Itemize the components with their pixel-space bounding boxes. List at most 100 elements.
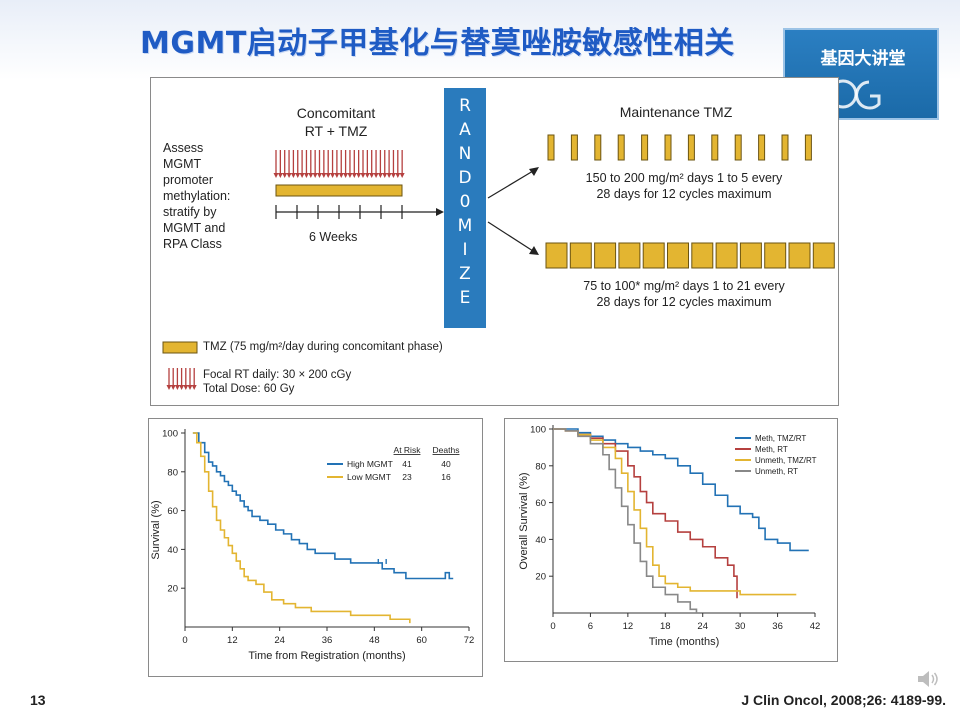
randomize-letter: N <box>458 144 472 164</box>
rt-arrow-head <box>399 173 405 178</box>
legend-rt-arrows-group <box>166 368 197 390</box>
weeks-label: 6 Weeks <box>309 230 358 244</box>
slide-number: 13 <box>30 692 46 708</box>
arm2-cycle-bar <box>569 242 592 269</box>
rt-arrow-head <box>170 385 176 390</box>
x-tick-label: 36 <box>322 635 333 646</box>
arm2-cycle-bar <box>739 242 762 269</box>
y-tick-label: 20 <box>167 584 178 595</box>
rt-arrow-head <box>183 385 189 390</box>
randomize-letter: R <box>459 96 471 116</box>
arrow-to-arm1 <box>487 170 534 199</box>
rt-arrow-head <box>308 173 314 178</box>
rt-arrow-head <box>273 173 279 178</box>
arrow-to-arm2 <box>487 221 534 252</box>
rt-arrow-head <box>390 173 396 178</box>
rt-arrow-head <box>282 173 288 178</box>
rt-arrow-head <box>356 173 362 178</box>
y-axis-label: Survival (%) <box>150 500 162 559</box>
logo-text: 基因大讲堂 <box>820 49 906 69</box>
y-tick-label: 40 <box>167 545 178 556</box>
rt-arrow-head <box>295 173 301 178</box>
legend-label: Unmeth, TMZ/RT <box>755 456 817 465</box>
assess-line: Assess <box>163 141 204 155</box>
randomize-letter: Z <box>459 264 471 284</box>
rt-arrow-head <box>373 173 379 178</box>
rt-arrow-head <box>360 173 366 178</box>
deaths-value: 40 <box>441 459 451 469</box>
assess-line: promoter <box>163 173 214 187</box>
arm1-description: 150 to 200 mg/m² days 1 to 5 every 28 da… <box>536 170 832 202</box>
rt-arrow-head <box>191 385 197 390</box>
legend-label: Meth, TMZ/RT <box>755 434 806 443</box>
assess-line: RPA Class <box>163 237 222 251</box>
x-tick-label: 18 <box>660 621 671 632</box>
y-tick-label: 100 <box>162 429 178 440</box>
table-header: At Risk <box>394 445 422 455</box>
series-line <box>192 432 411 624</box>
x-tick-label: 12 <box>227 635 238 646</box>
randomize-box: R A N D 0 M I Z E <box>444 88 486 328</box>
arm1-line1: 150 to 200 mg/m² days 1 to 5 every <box>585 171 783 185</box>
maintenance-title: Maintenance TMZ <box>619 104 733 120</box>
rt-arrow-head <box>364 173 370 178</box>
rt-arrow-head <box>395 173 401 178</box>
rt-arrow-head <box>187 385 193 390</box>
y-axis-label: Overall Survival (%) <box>518 472 530 569</box>
survival-chart-mgmt-svg: 20 40 60 80 100 0 12 24 36 48 60 72 Time from Regist… <box>150 429 474 663</box>
legend-label: High MGMT <box>347 459 393 469</box>
assess-line: MGMT and <box>163 221 226 235</box>
rt-arrows-group <box>273 150 405 178</box>
arm1-cycle-bar <box>641 134 649 161</box>
legend-label: Low MGMT <box>347 472 391 482</box>
arm2-cycle-bar <box>691 242 714 269</box>
rt-arrow-head <box>286 173 292 178</box>
rt-arrow-head <box>343 173 349 178</box>
arm1-cycle-bar <box>664 134 672 161</box>
y-tick-label: 20 <box>535 572 546 583</box>
rt-arrow-head <box>290 173 296 178</box>
design-graphics <box>162 134 835 390</box>
arm1-cycle-bar <box>687 134 695 161</box>
concomitant-label: Concomitant RT + TMZ <box>261 104 411 140</box>
legend-tmz-label: TMZ (75 mg/m²/day during concomitant pha… <box>203 341 443 353</box>
randomize-letter: A <box>459 120 471 140</box>
arm1-cycle-bar <box>734 134 742 161</box>
assess-line: stratify by <box>163 205 217 219</box>
legend-rt-line1: Focal RT daily: 30 × 200 cGy <box>203 369 352 381</box>
at-risk-value: 41 <box>402 459 412 469</box>
legend-tmz-swatch <box>162 341 198 354</box>
x-axis-label: Time (months) <box>649 636 720 648</box>
randomize-letter: D <box>458 168 472 188</box>
assess-line: MGMT <box>163 157 202 171</box>
arm2-cycle-bar <box>594 242 617 269</box>
concomitant-line1: Concomitant <box>296 105 376 121</box>
arm1-cycle-bar <box>570 134 578 161</box>
legend-rt-line2: Total Dose: 60 Gy <box>203 383 295 395</box>
y-tick-label: 100 <box>530 425 546 436</box>
x-tick-label: 48 <box>369 635 380 646</box>
x-tick-label: 0 <box>550 621 555 632</box>
survival-chart-mgmt: 20 40 60 80 100 0 12 24 36 48 60 72 Time from Regist… <box>148 418 483 677</box>
slide-title: MGMT启动子甲基化与替莫唑胺敏感性相关 <box>140 26 735 61</box>
series-line <box>553 428 738 599</box>
rt-arrow-head <box>347 173 353 178</box>
rt-arrow-head <box>369 173 375 178</box>
legend-rt-label: Focal RT daily: 30 × 200 cGy Total Dose:… <box>203 368 351 396</box>
y-tick-label: 80 <box>535 461 546 472</box>
trial-design-diagram: Assess MGMT promoter methylation: strati… <box>150 77 839 406</box>
arm2-cycle-bar <box>618 242 641 269</box>
randomize-letter: E <box>459 288 471 308</box>
arm2-cycle-bar <box>764 242 787 269</box>
rt-arrow-head <box>334 173 340 178</box>
arm1-line2: 28 days for 12 cycles maximum <box>596 187 772 201</box>
survival-chart-methylation: 20 40 60 80 100 0 6 12 18 24 30 36 42 Time (months) Ov… <box>504 418 838 662</box>
arm1-cycle-bar <box>547 134 555 161</box>
arrow-to-arm1-head <box>529 167 539 176</box>
speaker-icon[interactable] <box>916 668 940 690</box>
arm2-line2: 28 days for 12 cycles maximum <box>596 295 772 309</box>
rt-arrow-head <box>299 173 305 178</box>
assess-text: Assess MGMT promoter methylation: strati… <box>163 140 230 252</box>
assess-line: methylation: <box>163 189 231 203</box>
concomitant-line2: RT + TMZ <box>304 123 368 139</box>
